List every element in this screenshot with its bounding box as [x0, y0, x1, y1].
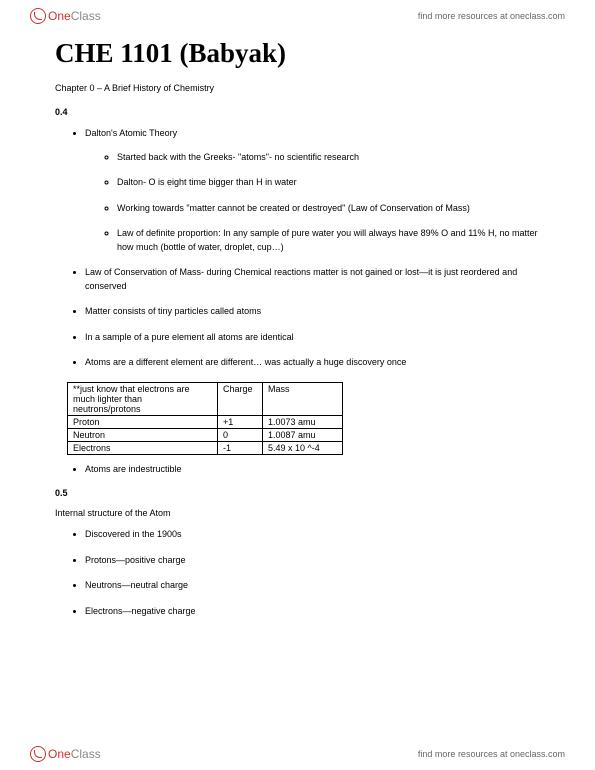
cell-name: Electrons [68, 441, 218, 454]
list-item: Neutrons—neutral charge [85, 579, 540, 593]
cell-mass: 5.49 x 10 ^-4 [263, 441, 343, 454]
list-item: Law of definite proportion: In any sampl… [117, 227, 540, 254]
oneclass-icon [30, 8, 46, 24]
header-tagline: find more resources at oneclass.com [418, 11, 565, 21]
list-item: In a sample of a pure element all atoms … [85, 331, 540, 345]
cell-mass: 1.0087 amu [263, 428, 343, 441]
sublist: Started back with the Greeks- "atoms"- n… [85, 151, 540, 255]
section-05-title: Internal structure of the Atom [55, 508, 540, 518]
cell-charge: 0 [218, 428, 263, 441]
page-title: CHE 1101 (Babyak) [55, 38, 540, 69]
brand-name-footer: OneClass [48, 747, 101, 761]
table-row: Proton +1 1.0073 amu [68, 415, 343, 428]
cell-charge: +1 [218, 415, 263, 428]
list-item: Dalton- O is eight time bigger than H in… [117, 176, 540, 190]
list-item: Dalton's Atomic Theory Started back with… [85, 127, 540, 254]
brand-logo-footer: OneClass [30, 746, 101, 762]
cell-charge: -1 [218, 441, 263, 454]
list-item: Atoms are indestructible [85, 463, 540, 477]
table-row: **just know that electrons are much ligh… [68, 382, 343, 415]
page-header: OneClass find more resources at oneclass… [0, 0, 595, 28]
list-item: Started back with the Greeks- "atoms"- n… [117, 151, 540, 165]
section-05-list: Discovered in the 1900s Protons—positive… [55, 528, 540, 618]
list-item: Atoms are a different element are differ… [85, 356, 540, 370]
section-number-05: 0.5 [55, 488, 540, 498]
cell-mass: 1.0073 amu [263, 415, 343, 428]
col-header-mass: Mass [263, 382, 343, 415]
brand-logo: OneClass [30, 8, 101, 24]
table-note: **just know that electrons are much ligh… [68, 382, 218, 415]
brand-name: OneClass [48, 9, 101, 23]
cell-name: Neutron [68, 428, 218, 441]
section-04-list: Dalton's Atomic Theory Started back with… [55, 127, 540, 370]
page-footer: OneClass find more resources at oneclass… [0, 742, 595, 770]
list-item: Working towards "matter cannot be create… [117, 202, 540, 216]
bullet-text: Dalton's Atomic Theory [85, 128, 177, 138]
table-row: Neutron 0 1.0087 amu [68, 428, 343, 441]
list-item: Matter consists of tiny particles called… [85, 305, 540, 319]
list-item: Law of Conservation of Mass- during Chem… [85, 266, 540, 293]
table-row: Electrons -1 5.49 x 10 ^-4 [68, 441, 343, 454]
particle-table: **just know that electrons are much ligh… [67, 382, 343, 455]
after-table-list: Atoms are indestructible [55, 463, 540, 477]
document-body: CHE 1101 (Babyak) Chapter 0 – A Brief Hi… [0, 28, 595, 618]
footer-tagline: find more resources at oneclass.com [418, 749, 565, 759]
list-item: Electrons—negative charge [85, 605, 540, 619]
oneclass-icon [30, 746, 46, 762]
section-number-04: 0.4 [55, 107, 540, 117]
list-item: Discovered in the 1900s [85, 528, 540, 542]
col-header-charge: Charge [218, 382, 263, 415]
list-item: Protons—positive charge [85, 554, 540, 568]
chapter-subtitle: Chapter 0 – A Brief History of Chemistry [55, 83, 540, 93]
cell-name: Proton [68, 415, 218, 428]
